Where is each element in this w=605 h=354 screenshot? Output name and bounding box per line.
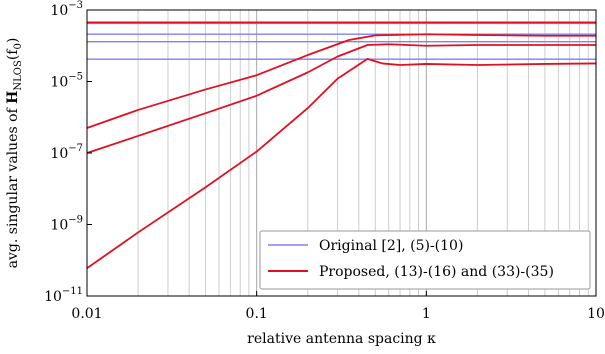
legend-label-proposed: Proposed, (13)-(16) and (33)-(35) [319, 264, 554, 280]
series-line-proposed-6 [86, 43, 596, 154]
x-tick-label: 1 [422, 306, 431, 322]
y-tick-label: 10−11 [44, 286, 83, 305]
legend: Original [2], (5)-(10) Proposed, (13)-(1… [259, 230, 591, 290]
x-tick-label: 10 [587, 306, 605, 322]
y-axis-label-end: ) [5, 38, 21, 43]
x-axis-label: relative antenna spacing κ [247, 331, 436, 347]
y-axis-label-sub: NLOS [13, 60, 24, 91]
y-tick-label: 10−3 [50, 0, 83, 19]
y-axis-label-prefix: avg. singular values of [5, 104, 21, 268]
ticks: 0.01 0.1 1 10 10−11 10−9 10−7 10−5 10−3 [44, 0, 605, 322]
legend-label-original: Original [2], (5)-(10) [319, 238, 463, 254]
y-axis-label-suffix: (f [5, 48, 21, 60]
y-axis-label-suffix-sub: 0 [13, 43, 24, 49]
y-tick-label: 10−9 [50, 215, 83, 234]
x-tick-label: 0.1 [246, 306, 268, 322]
series-line-proposed-7 [86, 57, 597, 269]
x-tick-label: 0.01 [71, 306, 102, 322]
legend-box [259, 230, 591, 290]
series-line-proposed-5 [86, 33, 596, 129]
y-tick-label: 10−7 [50, 143, 83, 162]
series-layer [86, 21, 597, 269]
y-axis-label: avg. singular values of HNLOS(f0) [5, 38, 24, 269]
y-tick-label: 10−5 [50, 72, 83, 91]
y-axis-label-math: H [5, 91, 21, 104]
